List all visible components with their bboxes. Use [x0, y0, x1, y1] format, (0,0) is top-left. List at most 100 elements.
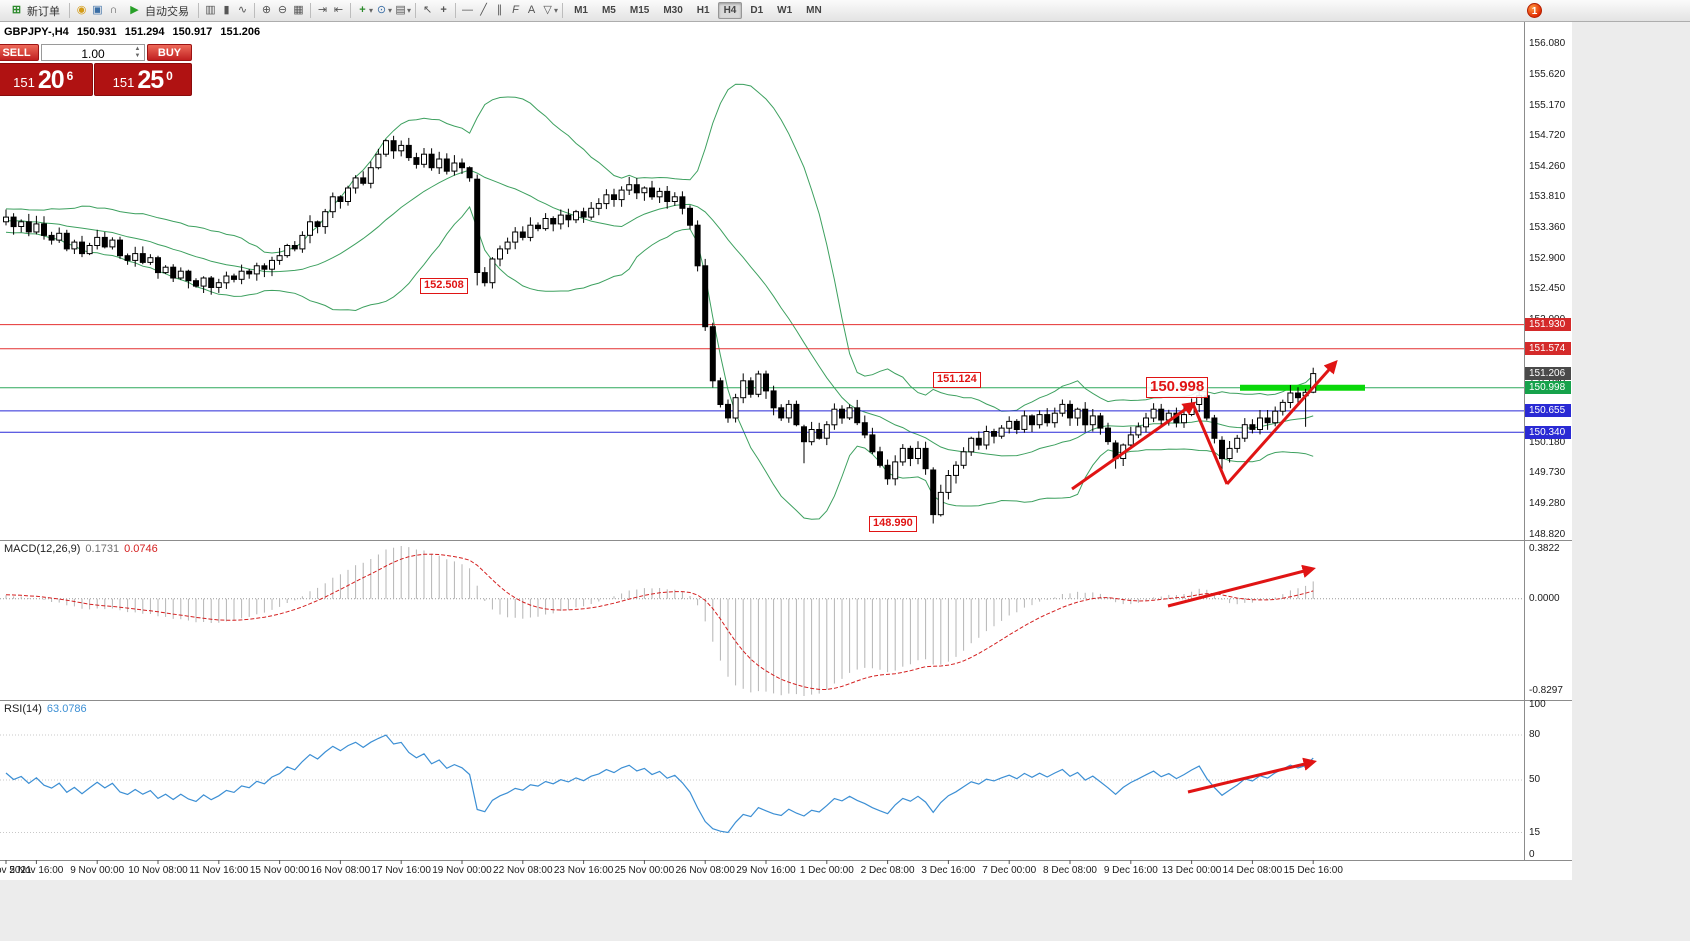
candle-bull	[915, 447, 921, 459]
timeframe-group: M1 M5 M15 M30 H1 H4 D1 W1 MN	[567, 2, 829, 19]
candle-bull	[603, 194, 610, 205]
candle-bear	[390, 140, 397, 152]
timeframe-h1[interactable]: H1	[696, 5, 710, 16]
indicators-dropdown-icon[interactable]: ▾	[369, 6, 374, 15]
timeframe-mn[interactable]: MN	[806, 5, 822, 16]
text-tool-icon[interactable]: A	[527, 4, 536, 16]
periods-dropdown-icon[interactable]: ▾	[388, 6, 393, 15]
horizontal-line-tool-icon[interactable]: —	[462, 4, 474, 16]
price-annotation-152.508[interactable]: 152.508	[420, 278, 468, 294]
candle-bear	[869, 434, 876, 453]
tools-dropdown-icon[interactable]: ▾	[554, 6, 559, 15]
templates-dropdown-icon[interactable]: ▾	[407, 6, 412, 15]
candle-bull	[1143, 417, 1149, 428]
indicators-icon[interactable]: +	[359, 4, 366, 16]
time-axis-label: 10 Nov 08:00	[128, 865, 188, 876]
zoom-out-icon[interactable]: ⊖	[277, 4, 288, 16]
line-chart-icon[interactable]: ∿	[237, 4, 248, 16]
rsi-axis-label-15: 15	[1529, 827, 1541, 838]
candle-bear	[687, 207, 693, 226]
price-axis-label: 152.450	[1529, 283, 1566, 294]
templates-icon[interactable]: ▤	[395, 4, 406, 16]
candle-bear	[884, 464, 891, 480]
ohlc-high: 151.294	[124, 26, 165, 38]
bollinger-middle-band	[5, 169, 1314, 457]
candle-bull	[998, 427, 1005, 437]
price-tag-150.998: 150.998	[1525, 381, 1571, 394]
candle-bear	[208, 277, 215, 288]
buy-price-button[interactable]: 151 25 0	[93, 63, 192, 96]
candle-bull	[1241, 424, 1248, 439]
timeframe-h4[interactable]: H4	[717, 2, 743, 19]
sell-price-button[interactable]: 151 20 6	[0, 63, 93, 96]
time-axis-label: 29 Nov 16:00	[736, 865, 796, 876]
bars-chart-icon[interactable]: ▥	[205, 4, 216, 16]
candle-bear	[694, 224, 701, 267]
candle-bear	[1082, 408, 1089, 426]
candle-bull	[1181, 414, 1187, 424]
rsi-axis-label-80: 80	[1529, 729, 1541, 740]
volume-stepper[interactable]: ▲ ▼	[132, 45, 143, 60]
candle-bear	[717, 380, 724, 405]
spinner-down-icon[interactable]: ▼	[134, 52, 141, 59]
trend-arrow[interactable]	[1187, 757, 1317, 794]
ohlc-open: 150.931	[76, 26, 117, 38]
channel-tool-icon[interactable]: ∥	[496, 4, 503, 16]
timeframe-m30[interactable]: M30	[663, 5, 683, 16]
cursor-icon[interactable]: ↖	[422, 4, 433, 16]
trend-arrow[interactable]	[1225, 359, 1338, 485]
auto-trading-button[interactable]: ▶ 自动交易	[122, 2, 194, 20]
volume-input[interactable]	[42, 46, 144, 62]
periods-icon[interactable]: ⊙	[376, 4, 387, 16]
community-icon[interactable]: ◉	[76, 4, 87, 16]
price-tag-150.340: 150.340	[1525, 426, 1571, 439]
tile-windows-icon[interactable]: ▦	[293, 4, 304, 16]
time-axis-label: 22 Nov 08:00	[493, 865, 553, 876]
alerts-icon[interactable]: ∩	[109, 4, 118, 16]
candle-bull	[421, 153, 427, 165]
fibonacci-tool-icon[interactable]: F	[512, 4, 519, 16]
candle-bear	[679, 196, 686, 209]
candle-bull	[968, 437, 975, 453]
price-annotation-148.990[interactable]: 148.990	[869, 516, 917, 532]
autoscroll-icon[interactable]: ⇥	[317, 4, 328, 16]
macd-main-value: 0.1731	[85, 543, 120, 555]
trend-arrow[interactable]	[1167, 564, 1316, 608]
trendline-tool-icon[interactable]: ╱	[480, 4, 487, 16]
new-order-button[interactable]: ⊞ 新订单	[4, 2, 65, 20]
rsi-indicator-label: RSI(14) 63.0786	[4, 703, 87, 715]
price-annotation-151.124[interactable]: 151.124	[933, 372, 981, 388]
candle-bear	[193, 280, 199, 287]
toolbar-separator	[310, 3, 311, 18]
crosshair-icon[interactable]: +	[440, 4, 447, 16]
timeframe-d1[interactable]: D1	[750, 5, 764, 16]
spinner-up-icon[interactable]: ▲	[134, 45, 141, 52]
candle-bull	[299, 234, 306, 250]
sell-button[interactable]: SELL	[0, 44, 39, 61]
chart-shift-icon[interactable]: ⇤	[333, 4, 344, 16]
candle-bull	[162, 266, 169, 274]
candle-bull	[367, 167, 374, 184]
buy-button[interactable]: BUY	[147, 44, 192, 61]
timeframe-w1[interactable]: W1	[777, 5, 793, 16]
chart-canvas[interactable]	[0, 22, 1572, 880]
candle-bull	[740, 380, 747, 399]
candle-bull	[641, 187, 648, 194]
candle-bull	[1272, 410, 1279, 424]
timeframe-m15[interactable]: M15	[629, 5, 650, 16]
timeframe-m1[interactable]: M1	[574, 5, 588, 16]
shapes-tool-icon[interactable]: ▽	[543, 4, 552, 16]
timeframe-m5[interactable]: M5	[601, 5, 616, 16]
trend-arrow[interactable]	[1191, 403, 1229, 485]
time-axis-label: 11 Nov 16:00	[189, 865, 249, 876]
candles-chart-icon[interactable]: ▮	[223, 4, 230, 16]
zoom-in-icon[interactable]: ⊕	[261, 4, 272, 16]
market-watch-icon[interactable]: ▣	[92, 4, 103, 16]
notification-badge[interactable]: 1	[1527, 3, 1542, 18]
candle-bull	[18, 221, 25, 228]
trend-arrow[interactable]	[1071, 401, 1197, 491]
candle-bull	[808, 429, 815, 443]
price-annotation-150.998[interactable]: 150.998	[1146, 377, 1209, 398]
candle-bear	[1158, 408, 1165, 421]
candle-bull	[945, 475, 952, 493]
